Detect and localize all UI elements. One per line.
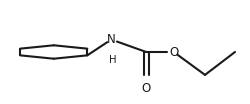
Text: N: N [107,33,116,46]
Text: O: O [169,46,178,58]
Text: O: O [142,82,151,95]
Text: H: H [109,55,116,65]
